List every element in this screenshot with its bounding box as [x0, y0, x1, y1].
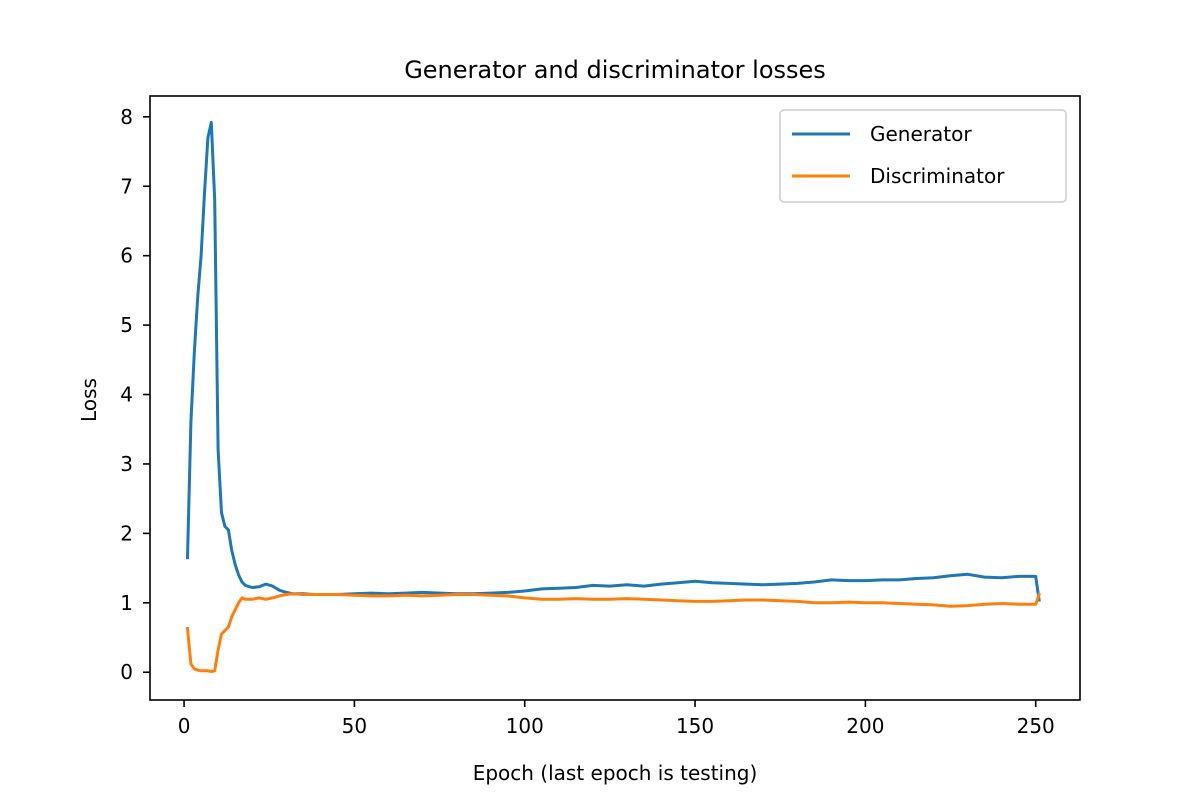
plot-area-frame — [149, 95, 1081, 701]
x-tick-label: 0 — [178, 714, 191, 738]
y-tick-label: 0 — [120, 660, 133, 684]
x-axis-label: Epoch (last epoch is testing) — [473, 761, 758, 785]
y-axis-label: Loss — [77, 378, 101, 422]
legend-label-discriminator: Discriminator — [870, 164, 1005, 188]
legend-box — [779, 109, 1067, 203]
x-tick-label: 250 — [1017, 714, 1055, 738]
x-tick-label: 100 — [506, 714, 544, 738]
y-tick-label: 6 — [120, 244, 133, 268]
x-tick-label: 50 — [342, 714, 367, 738]
y-tick-label: 3 — [120, 452, 133, 476]
x-tick-label: 200 — [846, 714, 884, 738]
y-tick-label: 4 — [120, 383, 133, 407]
legend: Generator Discriminator — [779, 109, 1067, 203]
y-tick-label: 8 — [120, 105, 133, 129]
series-line-discriminator — [185, 592, 1042, 673]
y-tick-label: 5 — [120, 313, 133, 337]
y-tick-label: 7 — [120, 174, 133, 198]
chart-title: Generator and discriminator losses — [404, 56, 826, 84]
y-tick-label: 2 — [120, 521, 133, 545]
legend-label-generator: Generator — [870, 122, 972, 146]
x-tick-label: 150 — [676, 714, 714, 738]
y-tick-label: 1 — [120, 591, 133, 615]
